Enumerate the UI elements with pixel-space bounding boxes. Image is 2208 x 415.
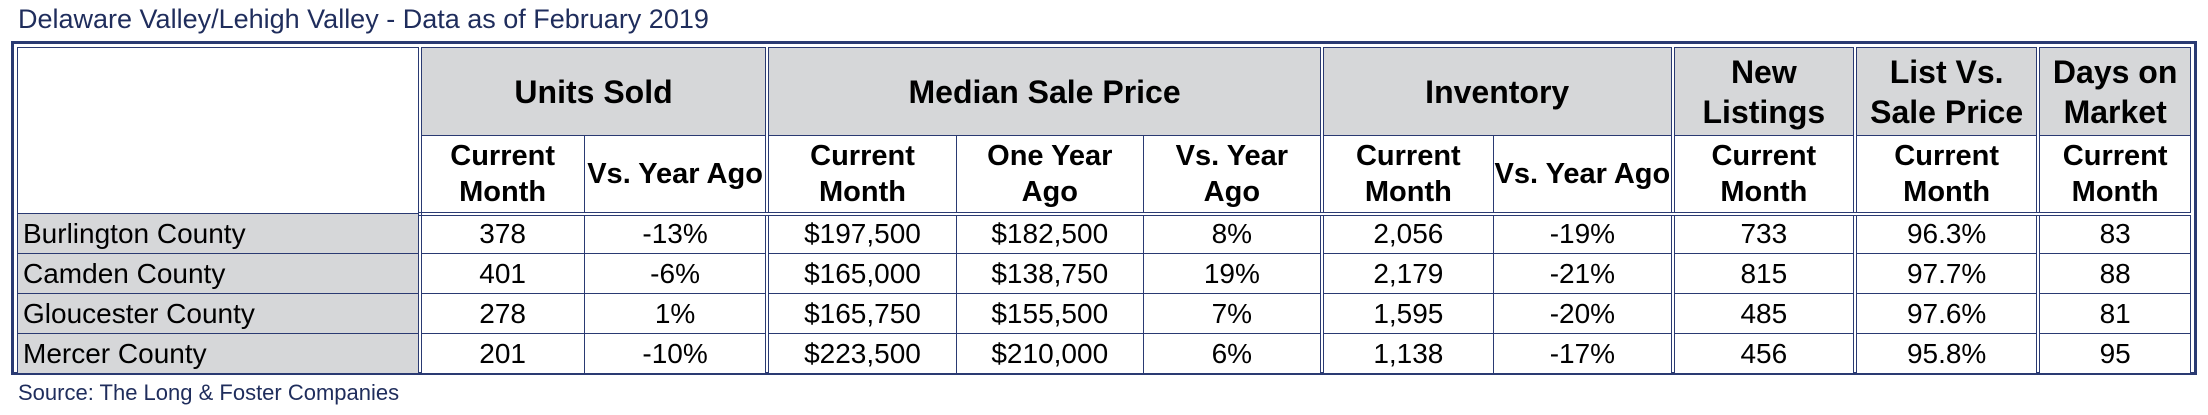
median-price-vs-year-ago: 19% <box>1143 253 1323 294</box>
days-on-market-current: 81 <box>2036 293 2192 334</box>
days-on-market-current: 95 <box>2036 333 2192 374</box>
inventory-vs-year-ago: -21% <box>1493 253 1674 294</box>
group-new-listings: New Listings <box>1670 47 1856 136</box>
corner-cell <box>16 47 421 214</box>
median-price-current: $197,500 <box>765 213 957 254</box>
group-list-vs-sale-price: List Vs. Sale Price <box>1852 47 2039 136</box>
new-listings-current: 456 <box>1670 333 1856 374</box>
county-name: Burlington County <box>16 213 421 254</box>
county-name: Gloucester County <box>16 293 421 334</box>
list-vs-sale-current: 97.6% <box>1852 293 2039 334</box>
median-price-vs-year-ago: 6% <box>1143 333 1323 374</box>
group-units-sold: Units Sold <box>417 47 768 136</box>
header-units-vs-year-ago: Vs. Year Ago <box>583 135 768 216</box>
units-sold-vs-year-ago: -10% <box>583 333 768 374</box>
median-price-one-year-ago: $155,500 <box>955 293 1145 334</box>
units-sold-current: 201 <box>417 333 585 374</box>
header-price-one-year-ago: One Year Ago <box>955 135 1145 216</box>
page-title: Delaware Valley/Lehigh Valley - Data as … <box>18 4 709 34</box>
header-price-current-month: Current Month <box>765 135 957 216</box>
new-listings-current: 815 <box>1670 253 1856 294</box>
median-price-current: $223,500 <box>765 333 957 374</box>
group-median-sale-price: Median Sale Price <box>765 47 1323 136</box>
median-price-one-year-ago: $138,750 <box>955 253 1145 294</box>
header-units-current-month: Current Month <box>417 135 585 216</box>
inventory-current: 2,179 <box>1319 253 1495 294</box>
units-sold-vs-year-ago: -6% <box>583 253 768 294</box>
county-name: Mercer County <box>16 333 421 374</box>
units-sold-current: 401 <box>417 253 585 294</box>
table-row: Camden County 401 -6% $165,000 $138,750 … <box>16 253 2192 294</box>
county-name: Camden County <box>16 253 421 294</box>
table-row: Gloucester County 278 1% $165,750 $155,5… <box>16 293 2192 334</box>
median-price-one-year-ago: $210,000 <box>955 333 1145 374</box>
days-on-market-current: 88 <box>2036 253 2192 294</box>
market-data-table: Units Sold Median Sale Price Inventory N… <box>11 41 2197 375</box>
median-price-vs-year-ago: 7% <box>1143 293 1323 334</box>
table-row: Burlington County 378 -13% $197,500 $182… <box>16 213 2192 254</box>
header-price-vs-year-ago: Vs. Year Ago <box>1143 135 1323 216</box>
table-row: Mercer County 201 -10% $223,500 $210,000… <box>16 333 2192 374</box>
inventory-current: 1,595 <box>1319 293 1495 334</box>
units-sold-vs-year-ago: 1% <box>583 293 768 334</box>
list-vs-sale-current: 95.8% <box>1852 333 2039 374</box>
inventory-vs-year-ago: -17% <box>1493 333 1674 374</box>
units-sold-current: 378 <box>417 213 585 254</box>
median-price-current: $165,750 <box>765 293 957 334</box>
new-listings-current: 485 <box>1670 293 1856 334</box>
new-listings-current: 733 <box>1670 213 1856 254</box>
list-vs-sale-current: 96.3% <box>1852 213 2039 254</box>
list-vs-sale-current: 97.7% <box>1852 253 2039 294</box>
group-days-on-market: Days on Market <box>2036 47 2192 136</box>
inventory-current: 2,056 <box>1319 213 1495 254</box>
inventory-vs-year-ago: -19% <box>1493 213 1674 254</box>
units-sold-vs-year-ago: -13% <box>583 213 768 254</box>
header-dom-current-month: Current Month <box>2036 135 2192 216</box>
header-inventory-vs-year-ago: Vs. Year Ago <box>1493 135 1674 216</box>
header-list-vs-sale-current-month: Current Month <box>1852 135 2039 216</box>
inventory-vs-year-ago: -20% <box>1493 293 1674 334</box>
inventory-current: 1,138 <box>1319 333 1495 374</box>
days-on-market-current: 83 <box>2036 213 2192 254</box>
header-inventory-current-month: Current Month <box>1319 135 1495 216</box>
median-price-current: $165,000 <box>765 253 957 294</box>
group-inventory: Inventory <box>1319 47 1674 136</box>
source-note: Source: The Long & Foster Companies <box>18 380 400 405</box>
median-price-vs-year-ago: 8% <box>1143 213 1323 254</box>
header-new-listings-current-month: Current Month <box>1670 135 1856 216</box>
data-table: Units Sold Median Sale Price Inventory N… <box>16 47 2192 374</box>
median-price-one-year-ago: $182,500 <box>955 213 1145 254</box>
units-sold-current: 278 <box>417 293 585 334</box>
